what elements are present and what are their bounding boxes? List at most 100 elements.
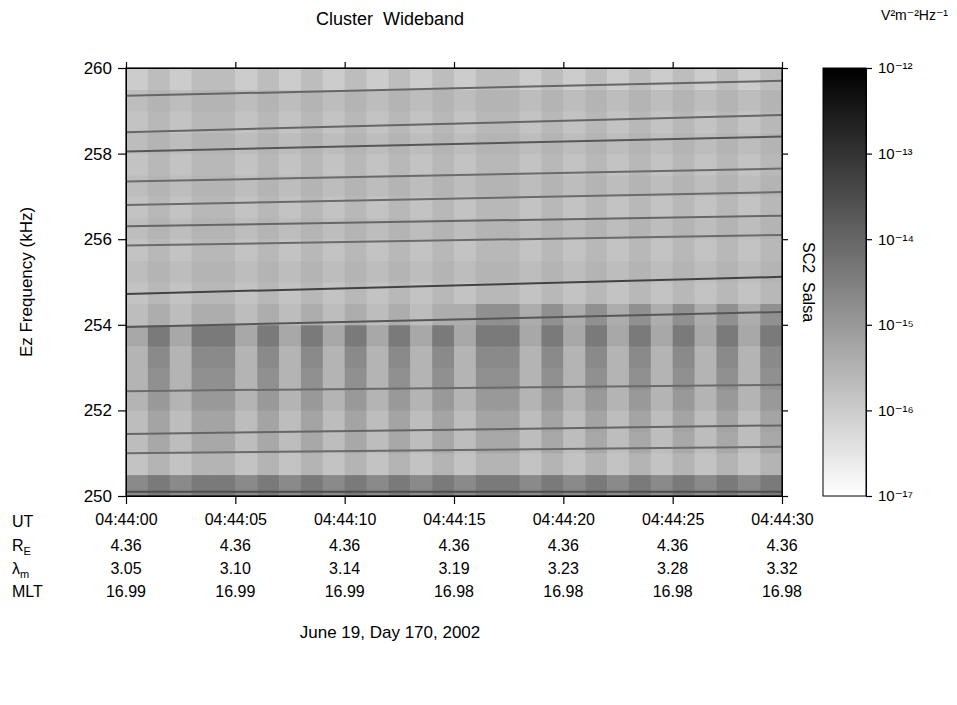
cell (607, 410, 629, 432)
cell (323, 89, 345, 111)
cell (695, 196, 717, 218)
cell (213, 282, 235, 304)
cell (192, 453, 214, 475)
cell (432, 89, 454, 111)
cell (235, 261, 257, 283)
cell (323, 218, 345, 240)
cell (716, 325, 738, 347)
ephemeris-value: 3.14 (329, 560, 360, 577)
cell (541, 389, 563, 411)
cell (651, 410, 673, 432)
cell (498, 303, 520, 325)
tick-mark (118, 154, 126, 155)
cell (541, 89, 563, 111)
cell (301, 410, 323, 432)
tick: 10⁻¹⁷ (866, 487, 913, 504)
cell (563, 453, 585, 475)
cell (323, 132, 345, 154)
cell (760, 368, 782, 390)
cell (235, 303, 257, 325)
row-title: RE (12, 537, 31, 557)
cell (738, 282, 760, 304)
ephemeris-value: 4.36 (766, 537, 797, 554)
cell (192, 303, 214, 325)
cell (192, 68, 214, 90)
cell (148, 368, 170, 390)
cell (629, 282, 651, 304)
cell (760, 475, 782, 496)
cell (388, 475, 410, 496)
plot-frame (126, 68, 782, 496)
cell (323, 453, 345, 475)
tick (782, 239, 788, 240)
plot-area (126, 68, 782, 496)
cell (651, 475, 673, 496)
axis-line (866, 69, 867, 497)
cell (279, 132, 301, 154)
cell (235, 196, 257, 218)
cell (520, 261, 542, 283)
tick (345, 62, 346, 68)
cell (695, 475, 717, 496)
tick-mark (782, 239, 788, 240)
cell (716, 196, 738, 218)
cell (213, 154, 235, 176)
cell (541, 175, 563, 197)
cell (235, 154, 257, 176)
cell (323, 368, 345, 390)
cell (760, 389, 782, 411)
tick: 10⁻¹⁶ (866, 402, 914, 419)
tick-label: 260 (84, 59, 112, 78)
cell (388, 282, 410, 304)
cell (257, 154, 279, 176)
cell (607, 303, 629, 325)
cell (235, 218, 257, 240)
cell (585, 303, 607, 325)
cell (607, 239, 629, 261)
cell (279, 368, 301, 390)
cell (257, 432, 279, 454)
cell (192, 325, 214, 347)
cell (629, 389, 651, 411)
cell (192, 389, 214, 411)
cell (607, 132, 629, 154)
cell (541, 432, 563, 454)
cell (760, 175, 782, 197)
cell (498, 154, 520, 176)
cell (607, 475, 629, 496)
tick-label: 10⁻¹² (878, 59, 913, 76)
tick (782, 410, 788, 411)
cell (541, 218, 563, 240)
cell (213, 432, 235, 454)
cell (476, 389, 498, 411)
cell (367, 111, 389, 133)
cell (454, 261, 476, 283)
cell (432, 346, 454, 368)
cell (388, 346, 410, 368)
cell (498, 175, 520, 197)
cell (213, 132, 235, 154)
cell (563, 239, 585, 261)
tick-mark (345, 496, 346, 504)
cell (410, 389, 432, 411)
cell (432, 475, 454, 496)
cell (388, 368, 410, 390)
cell (607, 261, 629, 283)
cell (301, 282, 323, 304)
cell (476, 239, 498, 261)
cell (520, 346, 542, 368)
axis-line (782, 69, 783, 497)
cell (170, 218, 192, 240)
cell (213, 346, 235, 368)
cell (148, 68, 170, 90)
cell (213, 218, 235, 240)
row-title: UT (12, 513, 34, 530)
cell (148, 239, 170, 261)
cell (257, 368, 279, 390)
cell (673, 325, 695, 347)
cell (673, 282, 695, 304)
cell (170, 475, 192, 496)
cell (148, 218, 170, 240)
cell (454, 389, 476, 411)
cell (432, 389, 454, 411)
